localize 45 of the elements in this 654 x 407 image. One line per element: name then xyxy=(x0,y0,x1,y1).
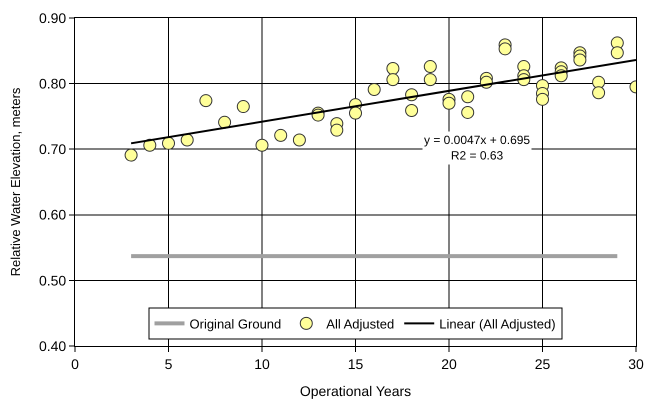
point xyxy=(368,83,381,96)
legend-label: Linear (All Adjusted) xyxy=(439,316,556,332)
y-axis-title: Relative Water Elevation, meters xyxy=(8,87,23,276)
x-tick-label: 10 xyxy=(254,356,270,372)
point xyxy=(592,86,606,100)
y-tick-label: 0.40 xyxy=(38,338,66,354)
point xyxy=(256,138,268,152)
x-tick-label: 25 xyxy=(534,356,550,372)
point xyxy=(236,100,250,114)
point xyxy=(498,42,512,56)
x-tick-label: 15 xyxy=(348,356,364,372)
point xyxy=(442,96,456,110)
point xyxy=(292,134,306,147)
point xyxy=(386,73,400,86)
point xyxy=(461,90,474,104)
x-axis-title: Operational Years xyxy=(300,383,412,400)
point xyxy=(349,106,362,120)
point xyxy=(405,104,418,117)
point xyxy=(424,73,437,86)
point xyxy=(218,116,232,129)
point xyxy=(124,148,138,162)
x-tick-label: 20 xyxy=(441,356,457,372)
point xyxy=(386,62,400,76)
y-tick-label: 0.50 xyxy=(38,272,66,288)
point xyxy=(461,106,474,119)
x-tick-label: 0 xyxy=(71,356,80,372)
y-tick-label: 0.90 xyxy=(38,10,66,26)
point xyxy=(274,128,288,142)
y-tick-label: 0.70 xyxy=(38,141,66,158)
legend-label: All Adjusted xyxy=(326,316,394,332)
point xyxy=(592,76,606,89)
y-tick-label: 0.60 xyxy=(38,206,66,223)
point xyxy=(180,134,194,147)
point xyxy=(573,53,586,66)
point xyxy=(199,94,212,108)
x-tick-label: 30 xyxy=(628,356,644,372)
point xyxy=(424,60,437,74)
x-tick-label: 5 xyxy=(164,356,173,372)
point xyxy=(330,124,344,137)
y-tick-label: 0.80 xyxy=(38,76,66,92)
legend-label: Original Ground xyxy=(190,316,282,332)
point xyxy=(536,92,549,106)
point xyxy=(610,46,624,60)
annotation: y = 0.0047x + 0.695 R2 = 0.63 xyxy=(424,133,530,163)
point xyxy=(162,136,175,150)
